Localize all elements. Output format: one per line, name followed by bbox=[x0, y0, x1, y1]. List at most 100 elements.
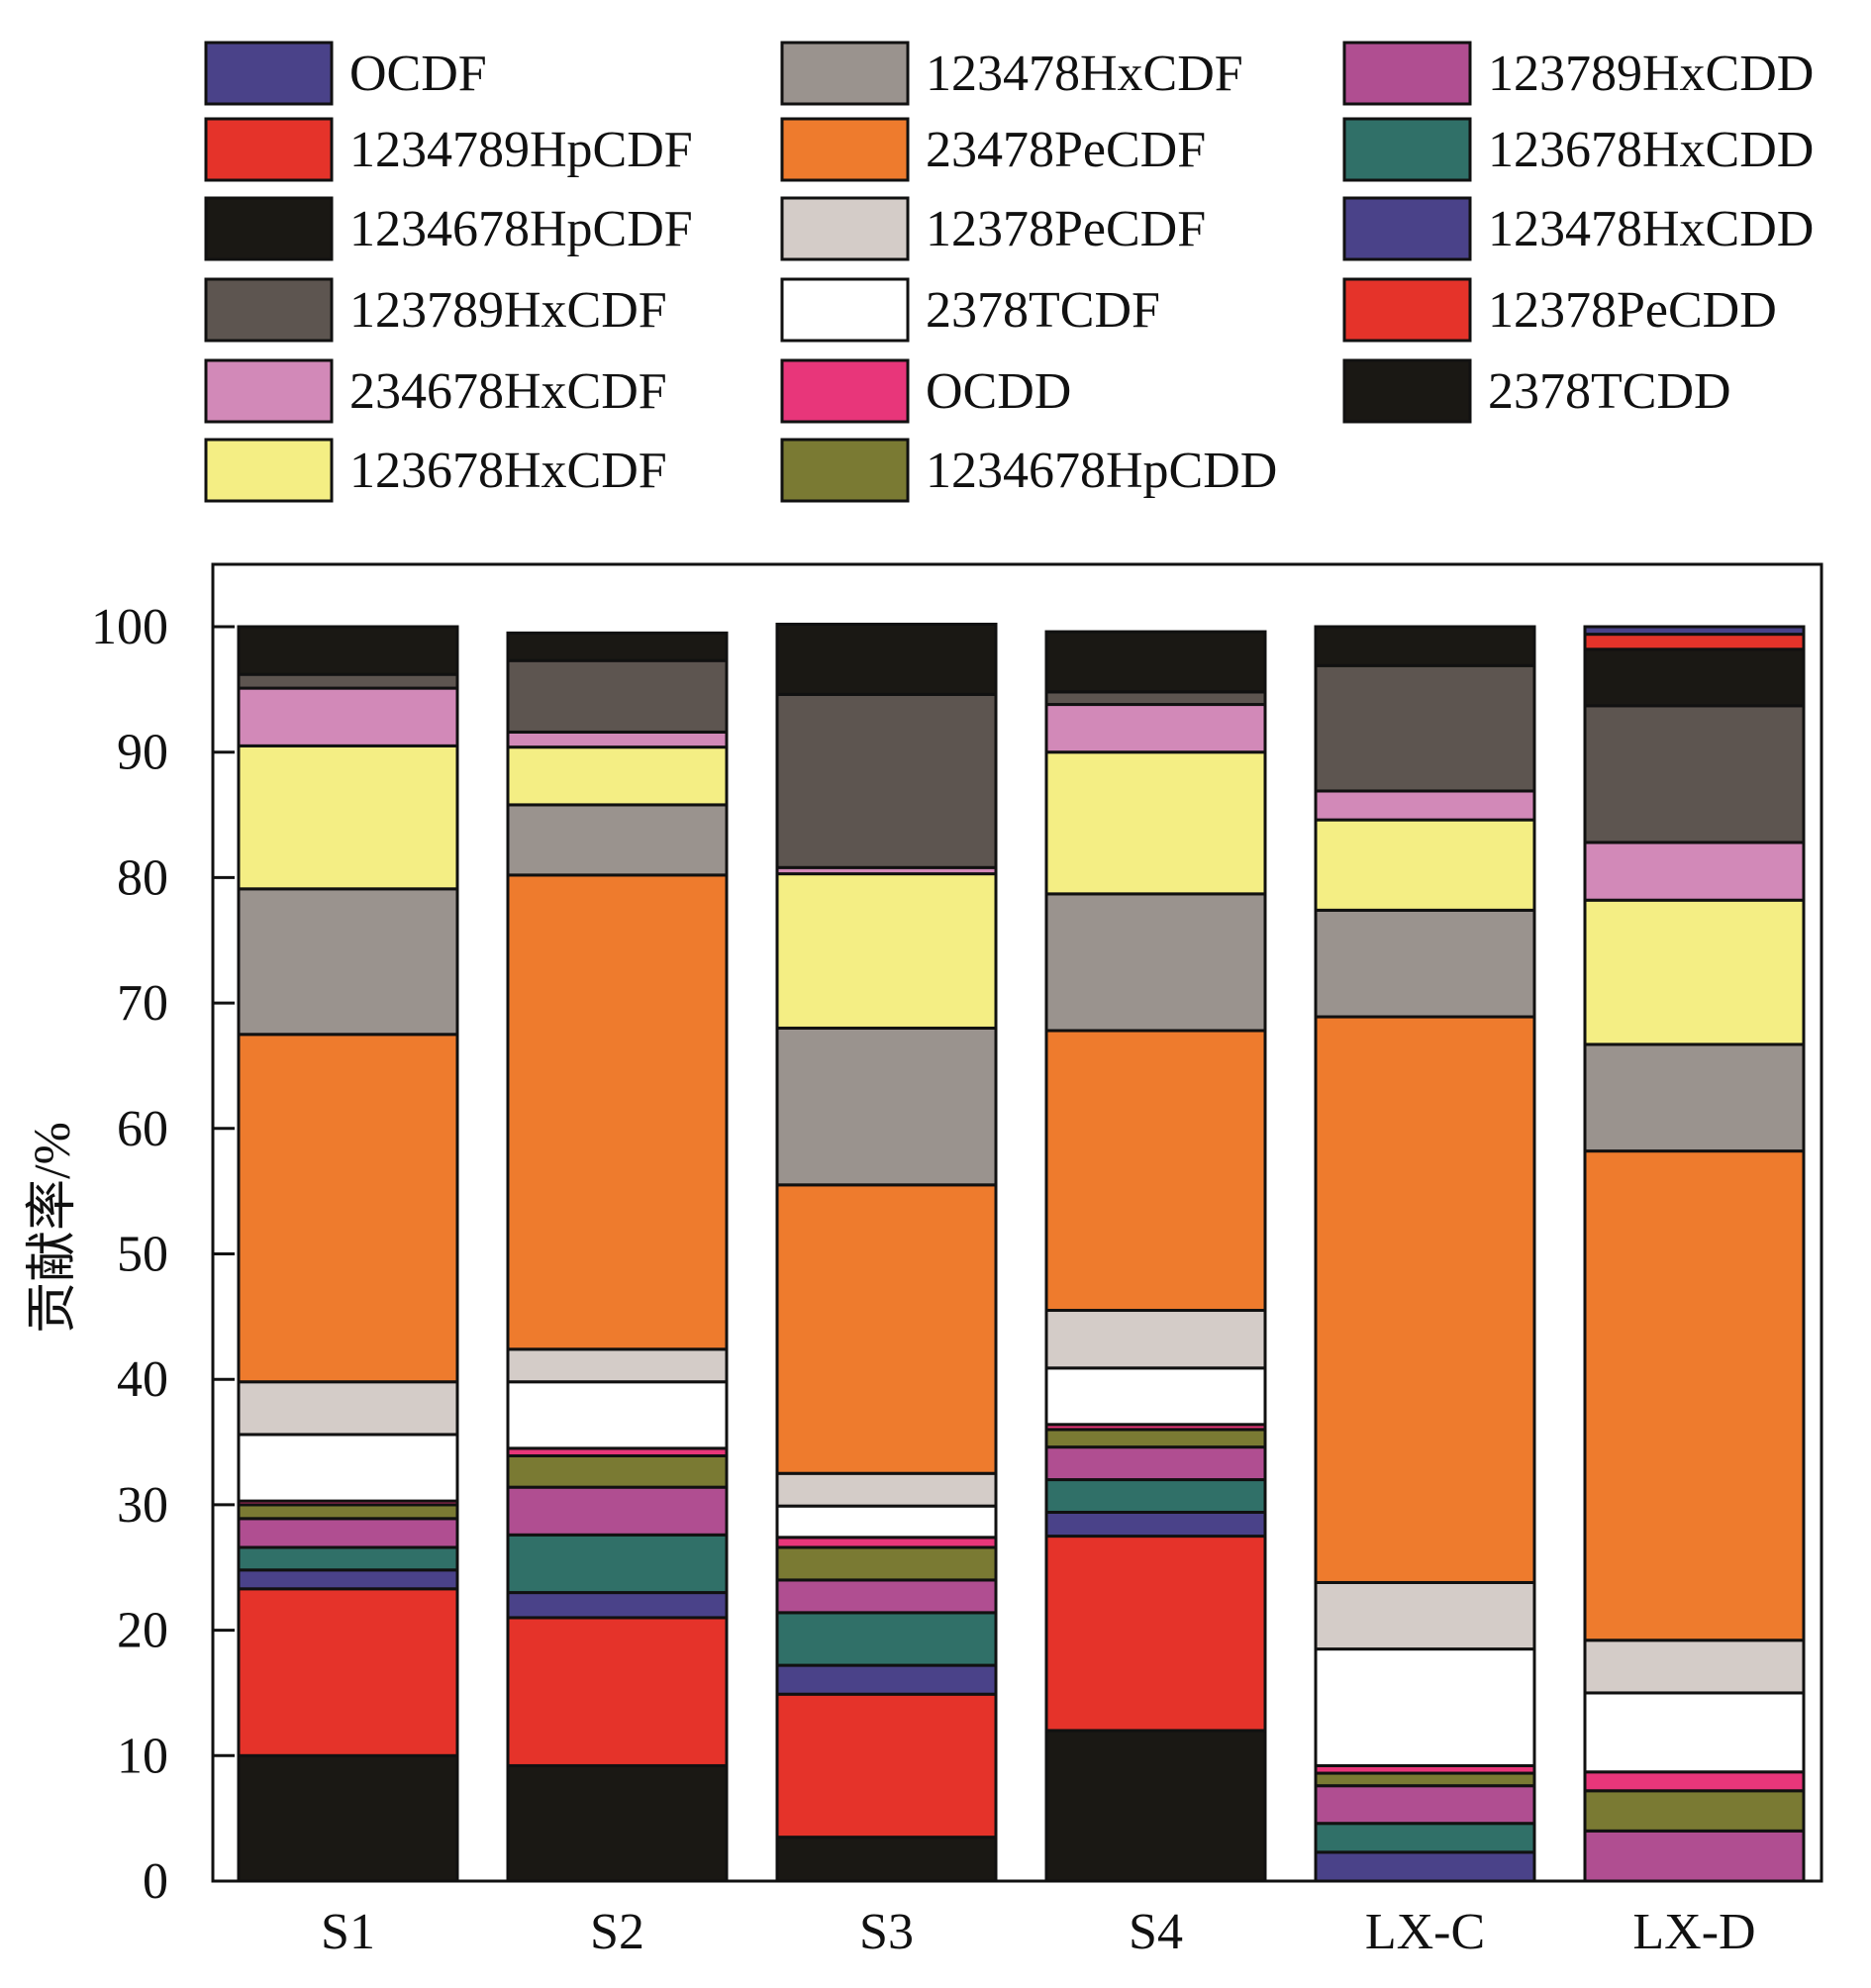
y-axis-title: 贡献率/% bbox=[25, 1122, 81, 1334]
bar-s1-123789hxcdf bbox=[237, 672, 459, 690]
bar-s3-1234678hpcdf bbox=[775, 622, 998, 696]
plot-frame bbox=[211, 562, 1823, 1883]
bar-lx-d-ocdd bbox=[1583, 1770, 1806, 1793]
bars bbox=[237, 622, 1806, 1883]
y-tick-label-40: 40 bbox=[117, 1351, 168, 1408]
bar-s3-2378tcdd bbox=[775, 1836, 998, 1883]
legend-label-2378tcdd: 2378TCDD bbox=[1488, 363, 1731, 420]
bar-s3-ocdd bbox=[775, 1536, 998, 1549]
bar-lx-c-123478hxcdd bbox=[1314, 1850, 1536, 1883]
y-tick-label-50: 50 bbox=[117, 1227, 168, 1283]
x-axis: S1 S2 S3 S4 LX-C LX-D bbox=[321, 1904, 1756, 1960]
bar-s3-123478hxcdf bbox=[775, 1026, 998, 1187]
legend-label-2378tcdf: 2378TCDF bbox=[926, 282, 1160, 339]
x-tick-label-s1: S1 bbox=[321, 1904, 375, 1960]
x-tick-label-s3: S3 bbox=[859, 1904, 914, 1960]
bar-lx-d-12378pecdf bbox=[1583, 1639, 1806, 1695]
legend-label-1234678hpcdd: 1234678HpCDD bbox=[926, 443, 1277, 499]
bar-s2-234678hxcdf bbox=[506, 730, 729, 749]
y-tick-label-80: 80 bbox=[117, 849, 168, 906]
x-tick-label-s2: S2 bbox=[590, 1904, 644, 1960]
legend-swatch-123678hxcdf bbox=[204, 438, 334, 503]
bar-s1-123678hxcdf bbox=[237, 744, 459, 891]
legend-swatch-23478pecdf bbox=[780, 117, 910, 182]
bar-s1-123789hxcdd bbox=[237, 1517, 459, 1549]
bar-s4-123678hxcdf bbox=[1044, 750, 1267, 896]
bar-s2-123478hxcdd bbox=[506, 1591, 729, 1620]
legend-label-23478pecdf: 23478PeCDF bbox=[926, 122, 1206, 178]
bar-lx-c-123678hxcdf bbox=[1314, 818, 1536, 912]
x-tick-label-lx-c: LX-C bbox=[1365, 1904, 1485, 1960]
bar-s1-234678hxcdf bbox=[237, 686, 459, 747]
bar-s2-123678hxcdd bbox=[506, 1533, 729, 1595]
legend-label-1234789hpcdf: 1234789HpCDF bbox=[349, 122, 693, 178]
bar-s2-12378pecdd bbox=[506, 1616, 729, 1767]
legend-label-1234678hpcdf: 1234678HpCDF bbox=[349, 201, 693, 257]
legend-swatch-1234789hpcdf bbox=[204, 117, 334, 182]
legend-swatch-2378tcdf bbox=[780, 277, 910, 343]
bar-s2-23478pecdf bbox=[506, 873, 729, 1351]
bar-s3-1234678hpcdd bbox=[775, 1545, 998, 1582]
bar-lx-d-2378tcdf bbox=[1583, 1691, 1806, 1774]
x-tick-label-lx-d: LX-D bbox=[1632, 1904, 1755, 1960]
legend-swatch-123789hxcdd bbox=[1342, 41, 1472, 106]
bar-lx-d-123789hxcdf bbox=[1583, 704, 1806, 845]
legend-swatch-123678hxcdd bbox=[1342, 117, 1472, 182]
bar-s4-23478pecdf bbox=[1044, 1029, 1267, 1313]
y-tick-label-100: 100 bbox=[91, 599, 168, 655]
y-axis: 0 10 20 30 40 50 60 70 80 90 100 bbox=[91, 599, 235, 1910]
y-tick-label-70: 70 bbox=[117, 975, 168, 1032]
bar-s1-123478hxcdf bbox=[237, 887, 459, 1037]
y-tick-label-60: 60 bbox=[117, 1101, 168, 1157]
bar-s3-12378pecdd bbox=[775, 1692, 998, 1839]
bar-s1-1234678hpcdd bbox=[237, 1503, 459, 1521]
bar-s4-1234678hpcdf bbox=[1044, 630, 1267, 694]
bar-s2-123478hxcdf bbox=[506, 803, 729, 877]
bar-s3-123789hxcdd bbox=[775, 1578, 998, 1615]
legend-swatch-123789hxcdf bbox=[204, 277, 334, 343]
legend-label-ocdf: OCDF bbox=[349, 46, 487, 102]
bar-s1-123478hxcdd bbox=[237, 1568, 459, 1591]
bar-lx-d-1234789hpcdf bbox=[1583, 633, 1806, 651]
legend-label-123478hxcdd: 123478HxCDD bbox=[1488, 201, 1814, 257]
legend-swatch-123478hxcdf bbox=[780, 41, 910, 106]
legend-label-ocdd: OCDD bbox=[926, 363, 1071, 420]
y-tick-label-20: 20 bbox=[117, 1603, 168, 1659]
bar-s1-12378pecdd bbox=[237, 1587, 459, 1757]
y-tick-label-90: 90 bbox=[117, 725, 168, 781]
bar-lx-d-123789hxcdd bbox=[1583, 1829, 1806, 1883]
bar-lx-c-12378pecdf bbox=[1314, 1580, 1536, 1651]
bar-lx-c-234678hxcdf bbox=[1314, 789, 1536, 822]
bar-lx-d-1234678hpcdf bbox=[1583, 647, 1806, 708]
bar-lx-d-23478pecdf bbox=[1583, 1149, 1806, 1642]
bar-s3-123678hxcdf bbox=[775, 872, 998, 1030]
legend-swatch-234678hxcdf bbox=[204, 358, 334, 424]
bar-s4-123478hxcdd bbox=[1044, 1511, 1267, 1539]
bar-s3-23478pecdf bbox=[775, 1183, 998, 1475]
bar-s2-1234678hpcdf bbox=[506, 631, 729, 662]
bar-s4-123478hxcdf bbox=[1044, 892, 1267, 1033]
legend-swatch-1234678hpcdf bbox=[204, 196, 334, 261]
bar-lx-d-234678hxcdf bbox=[1583, 841, 1806, 902]
bar-s3-123478hxcdd bbox=[775, 1663, 998, 1696]
bar-s4-12378pecdf bbox=[1044, 1309, 1267, 1370]
bar-s3-12378pecdf bbox=[775, 1471, 998, 1508]
bar-s4-2378tcdd bbox=[1044, 1729, 1267, 1883]
bar-s4-123789hxcdd bbox=[1044, 1445, 1267, 1482]
legend-label-12378pecdd: 12378PeCDD bbox=[1488, 282, 1777, 339]
bar-s2-12378pecdf bbox=[506, 1347, 729, 1384]
bar-s2-123789hxcdf bbox=[506, 658, 729, 734]
bar-s2-2378tcdf bbox=[506, 1380, 729, 1450]
legend: OCDF 1234789HpCDF 1234678HpCDF 123789HxCDF 2… bbox=[204, 41, 1814, 503]
y-tick-label-0: 0 bbox=[143, 1853, 168, 1910]
bar-lx-c-123678hxcdd bbox=[1314, 1822, 1536, 1854]
bar-s4-123678hxcdd bbox=[1044, 1478, 1267, 1515]
bar-s1-2378tcdf bbox=[237, 1433, 459, 1503]
legend-label-234678hxcdf: 234678HxCDF bbox=[349, 363, 667, 420]
bar-s4-234678hxcdf bbox=[1044, 703, 1267, 754]
bar-lx-c-123478hxcdf bbox=[1314, 908, 1536, 1019]
bar-s4-12378pecdd bbox=[1044, 1535, 1267, 1733]
bar-s1-23478pecdf bbox=[237, 1033, 459, 1384]
legend-swatch-12378pecdf bbox=[780, 196, 910, 261]
